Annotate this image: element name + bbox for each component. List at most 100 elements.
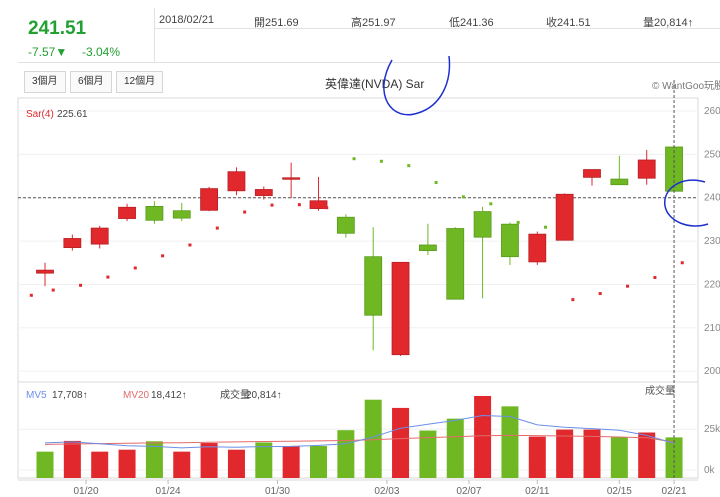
volume-bar [91,451,109,478]
price-y-tick-label: 220 [704,279,720,290]
header-divider [18,62,720,63]
candle-body [637,159,656,179]
quote-panel: 241.51 -7.57▼ -3.04% [18,8,155,62]
chart-title: 英偉達(NVDA) Sar [325,77,425,91]
stats-low: 低241.36 [449,14,494,30]
candle-body [555,193,574,241]
volume-bar [337,430,355,478]
copyright-label: © WantGoo玩股 [652,81,720,92]
sar-dot [379,159,383,163]
close-label: 收 [546,17,557,29]
chart-toolbar: 3個月 6個月 12個月 英偉達(NVDA) Sar © WantGoo玩股 [18,70,720,94]
candle-body [473,211,492,238]
volume-bar [474,396,492,478]
stats-high: 高251.97 [351,14,396,30]
price-y-tick-label: 240 [704,193,720,204]
price-plot-frame [17,97,699,383]
sar-dot [106,275,110,279]
range-3-months-button[interactable]: 3個月 [24,71,66,93]
sar-dot [270,203,274,207]
candle-body [336,216,355,234]
sar-legend-value: 225.61 [57,109,88,120]
price-change-percent: -3.04% [82,45,121,59]
sar-dot [461,195,465,199]
sar-dot [544,225,548,229]
volume-bar [638,432,656,478]
candle-body [227,171,246,192]
volume-bar [364,399,382,478]
x-tick-label: 01/20 [74,486,99,497]
volume-legend-label: MV20 [123,390,150,401]
candle-body [90,227,109,245]
sar-dot [188,243,192,247]
sar-dot [161,254,165,258]
candle-body [282,177,301,180]
sar-dot [352,157,356,161]
x-tick-label: 01/24 [156,486,181,497]
volume-bar [173,451,191,478]
volume-bar [255,442,273,478]
sar-dot [653,276,657,280]
candle-body [63,238,82,248]
volume-bar [36,451,54,478]
volume-value: 20,814↑ [654,17,694,29]
candle-body [665,146,683,192]
price-y-tick-label: 250 [704,149,720,160]
candle-body [610,178,629,186]
volume-bar [583,429,601,478]
ma5-line [44,414,675,449]
volume-legend-value: 17,708↑ [52,390,88,401]
candle-body [254,189,273,196]
candle-body [583,169,601,178]
sar-legend-label: Sar(4) [26,109,54,120]
candle-body [145,205,164,221]
volume-bar [200,443,218,478]
candle-body [36,269,54,274]
x-tick-label: 01/30 [265,486,290,497]
x-tick-label: 02/11 [525,486,550,497]
sar-dot [407,164,411,168]
candle-body [391,261,410,356]
candle-body [446,228,465,300]
open-label: 開 [254,17,265,29]
low-value: 241.36 [460,17,494,29]
last-price: 241.51 [28,18,87,39]
price-y-tick-label: 260 [704,106,720,117]
range-12-months-button[interactable]: 12個月 [116,71,164,93]
x-tick-label: 02/03 [374,486,399,497]
volume-legend-label: 成交量 [220,388,250,401]
volume-bar [419,430,437,478]
volume-bar [145,441,163,478]
volume-bar [282,445,300,478]
sar-dot [243,210,247,214]
candle-body [309,200,328,209]
volume-bar [392,407,410,478]
x-tick-label: 02/07 [456,486,481,497]
candle-body [501,223,519,258]
volume-bar [227,449,245,478]
volume-bar [118,449,136,478]
candle-body [118,206,136,219]
sar-dot [489,202,493,206]
sar-dot [79,283,83,287]
volume-legend-value: 18,412↑ [151,390,187,401]
volume-plot-frame [17,381,699,479]
sar-dot [598,292,602,296]
high-label: 高 [351,17,362,29]
sar-dot [133,266,137,270]
range-6-months-button[interactable]: 6個月 [70,71,112,93]
price-y-tick-label: 230 [704,236,720,247]
low-label: 低 [449,17,460,29]
candle-body [364,256,383,316]
sar-dot [215,226,219,230]
sar-dot [571,298,575,302]
volume-bar [63,440,81,478]
stats-volume: 量20,814↑ [643,14,693,30]
stats-date: 2018/02/21 [159,14,215,26]
volume-bar [610,437,628,478]
sar-dot [325,206,329,210]
hand-drawn-circle-annotation [383,55,451,116]
sar-dot [680,261,684,265]
sar-dot [297,203,301,207]
